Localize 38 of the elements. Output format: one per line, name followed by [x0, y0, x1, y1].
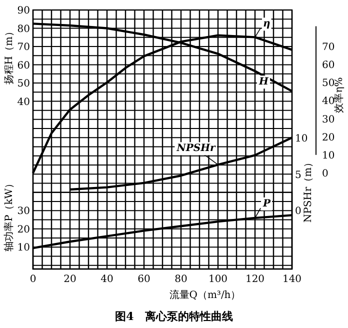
y-tick-label: 90	[17, 6, 30, 17]
series-label: NPSHr	[176, 143, 216, 154]
x-tick-label: 20	[64, 274, 76, 285]
x-tick-label: 120	[245, 274, 265, 285]
x-tick-label: 100	[208, 274, 228, 285]
y2-tick-label: 40	[322, 96, 335, 108]
y-tick-label: 80	[17, 24, 30, 35]
x-tick-label: 40	[100, 274, 114, 285]
x-tick-label: 60	[138, 274, 150, 285]
y2-tick-label: 30	[322, 114, 335, 126]
y2-tick-label: 20	[322, 132, 335, 144]
y3-tick-label: 10	[295, 133, 308, 144]
y3-tick-label: 0	[295, 206, 302, 218]
y2-tick-label: 0	[322, 168, 328, 180]
y-tick-label: 20	[17, 224, 30, 236]
x-tick-label: 80	[174, 274, 188, 285]
y-tick-label: 10	[17, 242, 30, 254]
y-tick-label: 60	[17, 60, 30, 72]
series-label: P	[262, 198, 271, 210]
y2-tick-label: 60	[322, 60, 335, 71]
y-tick-label: 50	[17, 78, 30, 90]
x-axis-title: 流量Q（m³/h）	[169, 289, 241, 301]
series-label: H	[258, 76, 269, 88]
y2-tick-label: 70	[322, 42, 335, 53]
y-tick-label: 30	[17, 206, 30, 218]
y-tick-label: 70	[17, 42, 30, 54]
series-label: η	[263, 18, 270, 30]
y-axis-title: 扬程H（m）	[3, 26, 15, 85]
x-tick-label: 140	[282, 274, 302, 285]
y3-tick-label: 5	[295, 170, 302, 181]
y2-tick-label: 50	[322, 78, 335, 90]
y-axis-title: 轴功率P（kW）	[3, 178, 15, 252]
y2-axis-title: 效率η%	[333, 77, 345, 113]
text: 图4 离心泵的特性曲线	[115, 310, 233, 323]
y-tick-label: 40	[17, 96, 30, 108]
x-tick-label: 0	[30, 274, 36, 285]
y2-tick-label: 10	[322, 150, 335, 162]
y3-axis-title: NPSHr（m）	[303, 157, 314, 223]
